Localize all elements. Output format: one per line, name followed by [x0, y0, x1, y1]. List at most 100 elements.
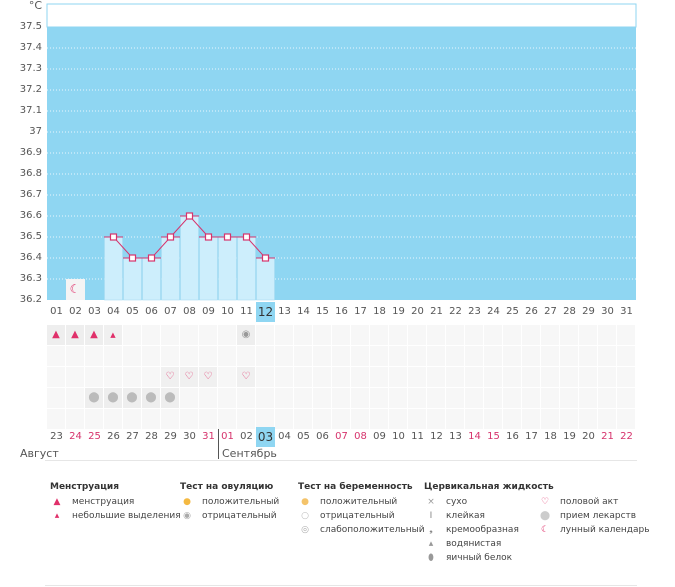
marker-cell[interactable] [427, 388, 445, 408]
marker-cell[interactable] [503, 388, 521, 408]
marker-cell[interactable] [275, 325, 293, 345]
marker-cell[interactable] [617, 388, 635, 408]
marker-cell[interactable] [142, 325, 160, 345]
cycle-day-label[interactable]: 04 [107, 306, 120, 317]
marker-cell[interactable] [256, 367, 274, 387]
cycle-day-label[interactable]: 25 [506, 306, 519, 317]
marker-cell[interactable] [123, 367, 141, 387]
cycle-day-label[interactable]: 12 [256, 302, 275, 322]
cycle-day-label[interactable]: 18 [373, 306, 386, 317]
marker-cell[interactable] [85, 346, 103, 366]
date-label[interactable]: 26 [107, 431, 120, 442]
date-label[interactable]: 08 [354, 431, 367, 442]
cycle-day-label[interactable]: 19 [392, 306, 405, 317]
marker-cell[interactable] [351, 325, 369, 345]
marker-cell[interactable] [598, 388, 616, 408]
marker-cell[interactable] [427, 346, 445, 366]
date-label[interactable]: 05 [297, 431, 310, 442]
marker-cell[interactable] [142, 346, 160, 366]
marker-cell[interactable] [427, 325, 445, 345]
marker-cell[interactable] [522, 325, 540, 345]
marker-cell[interactable] [313, 325, 331, 345]
cycle-day-label[interactable]: 22 [449, 306, 462, 317]
marker-cell[interactable] [503, 346, 521, 366]
marker-cell[interactable] [389, 409, 407, 429]
marker-cell[interactable] [408, 346, 426, 366]
cycle-day-label[interactable]: 13 [278, 306, 291, 317]
date-label[interactable]: 12 [430, 431, 443, 442]
marker-cell[interactable] [294, 367, 312, 387]
marker-cell[interactable] [142, 367, 160, 387]
marker-cell[interactable] [446, 388, 464, 408]
marker-cell[interactable] [465, 325, 483, 345]
marker-cell[interactable] [617, 325, 635, 345]
marker-cell[interactable] [218, 409, 236, 429]
marker-cell[interactable] [579, 409, 597, 429]
marker-cell[interactable] [104, 367, 122, 387]
cycle-day-label[interactable]: 30 [601, 306, 614, 317]
date-label[interactable]: 02 [240, 431, 253, 442]
cycle-day-label[interactable]: 29 [582, 306, 595, 317]
cycle-day-label[interactable]: 08 [183, 306, 196, 317]
marker-cell[interactable] [199, 346, 217, 366]
marker-cell[interactable] [503, 409, 521, 429]
marker-cell[interactable] [484, 346, 502, 366]
date-label[interactable]: 18 [544, 431, 557, 442]
marker-cell[interactable] [579, 388, 597, 408]
marker-cell[interactable] [408, 409, 426, 429]
marker-cell[interactable] [446, 325, 464, 345]
date-label[interactable]: 15 [487, 431, 500, 442]
marker-cell[interactable] [446, 346, 464, 366]
marker-cell[interactable] [275, 409, 293, 429]
marker-cell[interactable] [47, 346, 65, 366]
marker-cell[interactable] [541, 388, 559, 408]
marker-cell[interactable] [199, 325, 217, 345]
marker-cell[interactable] [408, 325, 426, 345]
marker-cell[interactable] [465, 388, 483, 408]
marker-cell[interactable] [541, 325, 559, 345]
date-label[interactable]: 17 [525, 431, 538, 442]
marker-cell[interactable] [541, 409, 559, 429]
date-label[interactable]: 13 [449, 431, 462, 442]
marker-cell[interactable] [218, 388, 236, 408]
date-label[interactable]: 14 [468, 431, 481, 442]
marker-cell[interactable] [104, 409, 122, 429]
marker-cell[interactable] [560, 409, 578, 429]
date-label[interactable]: 04 [278, 431, 291, 442]
marker-cell[interactable] [446, 409, 464, 429]
cycle-day-label[interactable]: 16 [335, 306, 348, 317]
marker-cell[interactable] [484, 388, 502, 408]
marker-cell[interactable] [503, 325, 521, 345]
date-label[interactable]: 11 [411, 431, 424, 442]
marker-cell[interactable] [313, 367, 331, 387]
marker-cell[interactable] [294, 388, 312, 408]
marker-cell[interactable] [427, 409, 445, 429]
cycle-day-label[interactable]: 01 [50, 306, 63, 317]
marker-cell[interactable] [313, 346, 331, 366]
marker-cell[interactable] [237, 409, 255, 429]
cycle-day-label[interactable]: 20 [411, 306, 424, 317]
marker-cell[interactable] [237, 346, 255, 366]
marker-cell[interactable] [313, 388, 331, 408]
date-label[interactable]: 29 [164, 431, 177, 442]
cycle-day-label[interactable]: 11 [240, 306, 253, 317]
marker-cell[interactable] [522, 367, 540, 387]
marker-cell[interactable] [484, 367, 502, 387]
marker-cell[interactable] [123, 346, 141, 366]
marker-cell[interactable] [47, 388, 65, 408]
cycle-day-label[interactable]: 24 [487, 306, 500, 317]
marker-cell[interactable] [180, 388, 198, 408]
marker-cell[interactable] [427, 367, 445, 387]
marker-cell[interactable] [370, 325, 388, 345]
marker-cell[interactable] [522, 409, 540, 429]
marker-cell[interactable] [389, 388, 407, 408]
date-label[interactable]: 28 [145, 431, 158, 442]
marker-cell[interactable] [66, 346, 84, 366]
marker-cell[interactable] [256, 388, 274, 408]
marker-cell[interactable] [598, 367, 616, 387]
cycle-day-label[interactable]: 14 [297, 306, 310, 317]
date-label[interactable]: 31 [202, 431, 215, 442]
marker-cell[interactable] [522, 388, 540, 408]
marker-cell[interactable] [256, 409, 274, 429]
marker-cell[interactable] [541, 367, 559, 387]
